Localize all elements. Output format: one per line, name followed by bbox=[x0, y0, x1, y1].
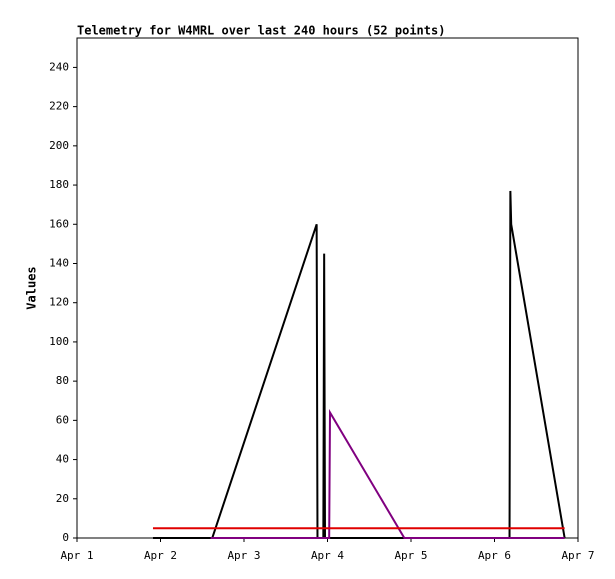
plot-frame bbox=[76, 37, 579, 539]
y-tick-label: 0 bbox=[62, 531, 69, 544]
x-tick-label: Apr 3 bbox=[227, 549, 260, 562]
x-tick-label: Apr 6 bbox=[478, 549, 511, 562]
chart-title: Telemetry for W4MRL over last 240 hours … bbox=[77, 24, 445, 38]
x-tick-label: Apr 2 bbox=[144, 549, 177, 562]
y-tick-label: 120 bbox=[49, 296, 69, 309]
x-tick-label: Apr 1 bbox=[60, 549, 93, 562]
y-tick-label: 100 bbox=[49, 335, 69, 348]
series-line bbox=[152, 190, 566, 539]
y-axis-label: Values bbox=[25, 266, 39, 309]
y-tick-label: 20 bbox=[56, 492, 69, 505]
y-tick-label: 40 bbox=[56, 453, 69, 466]
y-tick-label: 240 bbox=[49, 60, 69, 73]
x-tick-label: Apr 4 bbox=[311, 549, 344, 562]
y-tick-label: 220 bbox=[49, 100, 69, 113]
y-tick-label: 200 bbox=[49, 139, 69, 152]
y-tick-label: 140 bbox=[49, 256, 69, 269]
x-tick-label: Apr 5 bbox=[394, 549, 427, 562]
y-tick-label: 60 bbox=[56, 413, 69, 426]
y-tick-label: 160 bbox=[49, 217, 69, 230]
y-tick-label: 180 bbox=[49, 178, 69, 191]
x-tick-label: Apr 7 bbox=[561, 549, 594, 562]
y-tick-label: 80 bbox=[56, 374, 69, 387]
series-line bbox=[210, 408, 565, 539]
